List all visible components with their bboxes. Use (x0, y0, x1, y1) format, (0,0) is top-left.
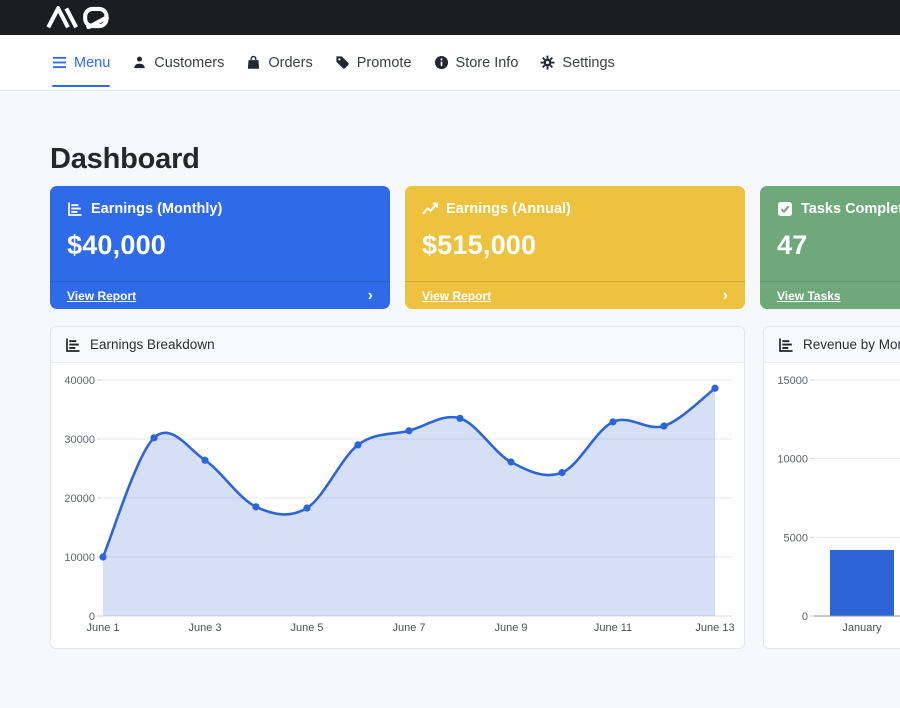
card-value: $515,000 (422, 230, 537, 260)
info-icon (434, 55, 448, 70)
svg-text:30000: 30000 (64, 434, 95, 446)
svg-text:June 9: June 9 (494, 622, 527, 634)
chart-title: Earnings Breakdown (90, 337, 215, 352)
charts-row: Earnings Breakdown 0 10000 20000 30000 40000… (50, 326, 900, 649)
card-value: $40,000 (67, 230, 166, 260)
chart-card-earnings-breakdown: Earnings Breakdown 0 10000 20000 30000 40000… (50, 326, 745, 649)
nav-label: Orders (268, 54, 313, 71)
brand-logo-icon[interactable] (45, 6, 127, 29)
chevron-right-icon[interactable]: › (722, 286, 728, 304)
card-title: Earnings (Monthly) (91, 201, 223, 217)
nav-label: Customers (154, 54, 225, 71)
svg-text:June 5: June 5 (290, 622, 323, 634)
nav-item-menu[interactable]: Menu (52, 35, 111, 90)
nav-item-promote[interactable]: Promote (335, 35, 412, 90)
stat-card-tasks-completed: Tasks Completed 47 View Tasks › (760, 186, 900, 309)
svg-text:20000: 20000 (64, 493, 95, 505)
nav-item-store-info[interactable]: Store Info (434, 35, 519, 90)
svg-text:June 11: June 11 (594, 622, 632, 634)
tag-icon (336, 56, 349, 69)
card-title: Tasks Completed (801, 201, 900, 217)
view-tasks-link[interactable]: View Tasks (777, 288, 841, 303)
nav-item-settings[interactable]: Settings (540, 35, 615, 90)
check-square-icon (778, 202, 792, 216)
svg-text:June 13: June 13 (695, 622, 734, 634)
view-report-link[interactable]: View Report (422, 288, 492, 303)
bar-chart-icon (66, 338, 80, 352)
main-content: Dashboard Earnings (Monthly) $40,000 Vie… (0, 91, 900, 649)
svg-text:10000: 10000 (777, 454, 808, 466)
bar-chart-icon (68, 202, 82, 216)
svg-text:June 3: June 3 (188, 622, 221, 634)
stat-cards-row: Earnings (Monthly) $40,000 View Report ›… (50, 186, 900, 309)
nav-label: Store Info (455, 54, 519, 71)
stat-card-earnings-monthly: Earnings (Monthly) $40,000 View Report › (50, 186, 390, 309)
card-title: Earnings (Annual) (446, 201, 571, 217)
stat-card-earnings-annual: Earnings (Annual) $515,000 View Report › (405, 186, 745, 309)
svg-text:June 1: June 1 (86, 622, 119, 634)
chart-card-revenue-by-month: Revenue by Month 0 5000 10000 15000 January (763, 326, 900, 649)
bar-chart-icon (779, 338, 793, 352)
card-value: 47 (777, 230, 808, 260)
hamburger-icon (53, 56, 66, 69)
svg-text:5000: 5000 (784, 532, 808, 544)
svg-text:0: 0 (89, 611, 95, 623)
page-title: Dashboard (50, 143, 200, 175)
person-icon (134, 56, 146, 69)
svg-text:June 7: June 7 (392, 622, 425, 634)
earnings-breakdown-chart: 0 10000 20000 30000 40000 June 1 June 3 June 5 J… (64, 375, 734, 634)
svg-text:0: 0 (802, 611, 808, 623)
svg-text:15000: 15000 (777, 375, 808, 387)
svg-text:10000: 10000 (64, 552, 95, 564)
view-report-link[interactable]: View Report (67, 288, 137, 303)
revenue-by-month-chart: 0 5000 10000 15000 January (777, 375, 900, 634)
gear-icon (540, 55, 555, 70)
bag-icon (248, 55, 260, 69)
nav-label: Promote (356, 54, 412, 71)
svg-text:40000: 40000 (64, 375, 95, 387)
nav-label: Menu (74, 54, 111, 71)
chart-header: Earnings Breakdown (51, 327, 744, 363)
line-chart-icon (422, 202, 438, 215)
chart-header: Revenue by Month (764, 327, 900, 363)
nav-item-customers[interactable]: Customers (132, 35, 224, 90)
svg-text:January: January (842, 622, 882, 634)
topbar (0, 0, 900, 35)
chart-title: Revenue by Month (803, 337, 900, 352)
active-tab-indicator (52, 85, 111, 87)
navbar: Menu Customers Orders Promote Store Info (0, 35, 900, 91)
nav-label: Settings (562, 54, 615, 71)
chevron-right-icon[interactable]: › (367, 286, 373, 304)
nav-item-orders[interactable]: Orders (246, 35, 313, 90)
